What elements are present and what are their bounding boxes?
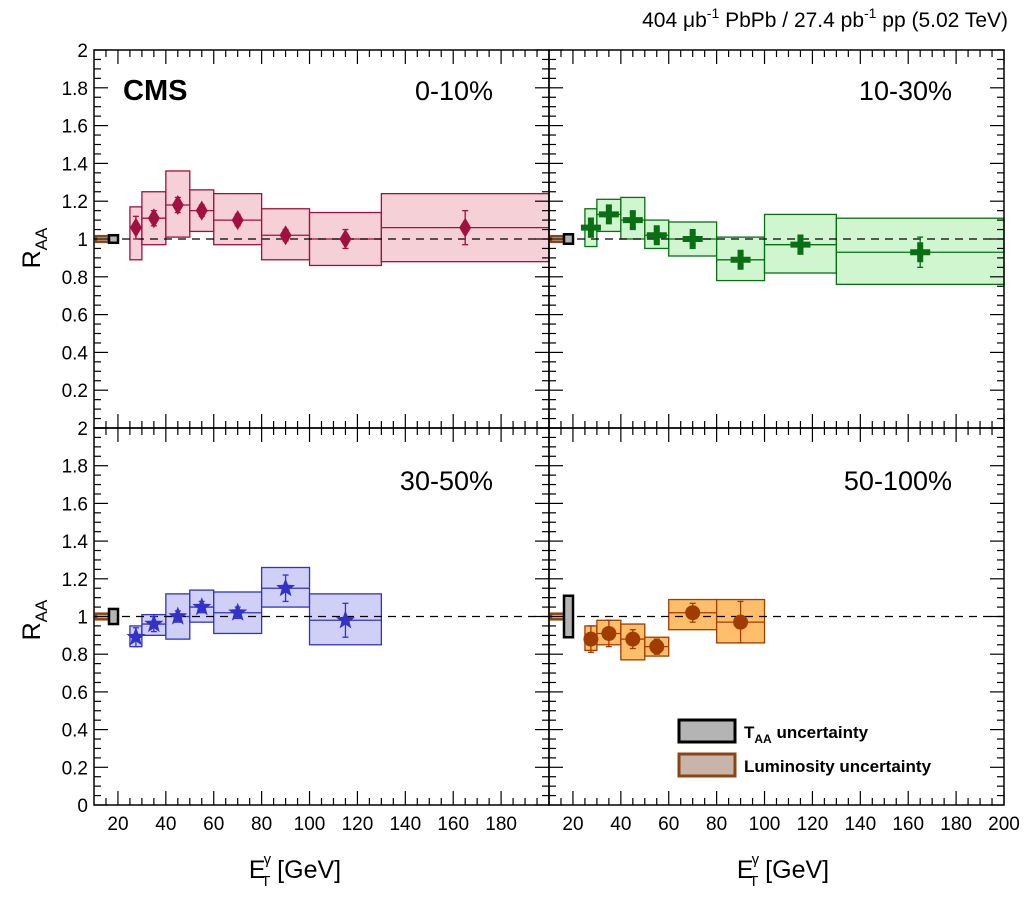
y-tick-label: 0.6 — [62, 683, 88, 704]
centrality-label: 30-50% — [400, 466, 493, 496]
y-tick-label: 1.2 — [62, 192, 88, 213]
y-tick-label: 1 — [77, 608, 88, 629]
data-point-cross — [646, 225, 667, 246]
y-tick-label: 0.2 — [62, 381, 88, 402]
data-point-diamond — [231, 210, 244, 231]
data-point-star — [126, 627, 146, 646]
panels-layer: 0-10% 10-30% 30-50% 50-100% — [94, 76, 1005, 661]
y-tick-label: 0.8 — [62, 645, 88, 666]
data-point-star — [335, 610, 355, 629]
data-point-cross — [910, 242, 931, 263]
data-point-cross — [682, 229, 703, 249]
data-point-cross — [730, 249, 751, 270]
data-point-star — [276, 578, 296, 597]
taa-band — [107, 607, 120, 626]
panel-0-10pct: 0-10% — [94, 76, 550, 267]
data-point-diamond — [147, 208, 160, 229]
centrality-label: 0-10% — [415, 76, 493, 106]
data-point-cross — [622, 210, 643, 231]
data-point-star — [168, 606, 188, 625]
x-tick-label: 60 — [658, 814, 679, 835]
data-point-circle — [685, 605, 701, 621]
experiment-label: CMS — [123, 75, 187, 107]
legend-luminosity-swatch — [677, 752, 737, 778]
y-tick-label: 0.6 — [62, 306, 88, 327]
panel-10-30pct: 10-30% — [549, 76, 1005, 286]
ticks-layer: 0.20.40.60.811.21.41.61.8200.20.40.60.81… — [62, 41, 1020, 835]
y-tick-label: 0.4 — [62, 721, 89, 742]
data-point-diamond — [339, 229, 352, 249]
y-tick-label: 1 — [77, 230, 88, 251]
taa-band — [562, 233, 575, 245]
x-tick-label: 200 — [988, 814, 1020, 835]
x-tick-label: 140 — [844, 814, 876, 835]
x-axis-label-right: Eγ T [GeV] — [737, 851, 829, 890]
x-tick-label: 160 — [892, 814, 924, 835]
y-tick-label: 1.8 — [62, 457, 88, 478]
y-axis-label-top: RAA — [18, 227, 51, 268]
y-tick-label: 2 — [77, 419, 88, 440]
data-point-circle — [601, 625, 617, 641]
x-tick-label: 80 — [251, 814, 272, 835]
y-tick-label: 1.2 — [62, 570, 88, 591]
y-tick-label: 0.2 — [62, 758, 88, 779]
panel-30-50pct: 30-50% — [94, 466, 549, 648]
x-tick-label: 20 — [107, 814, 128, 835]
data-point-cross — [790, 234, 811, 255]
x-tick-label: 100 — [749, 814, 781, 835]
panel-50-100pct: 50-100% — [549, 466, 1004, 661]
y-tick-label: 1.4 — [62, 532, 89, 553]
y-tick-label: 0 — [77, 796, 88, 817]
x-tick-label: 180 — [940, 814, 972, 835]
y-axis-label-bottom: RAA — [18, 599, 51, 640]
data-point-diamond — [195, 200, 208, 221]
data-point-diamond — [171, 194, 184, 215]
data-point-cross — [598, 204, 619, 225]
legend-taa-swatch — [677, 718, 737, 744]
y-tick-label: 1.8 — [62, 79, 88, 100]
x-tick-label: 120 — [342, 814, 374, 835]
legend-taa-label: TAA uncertainty — [744, 723, 869, 746]
x-tick-label: 40 — [155, 814, 176, 835]
data-point-diamond — [129, 217, 142, 238]
x-tick-label: 20 — [562, 814, 583, 835]
y-tick-label: 1.4 — [62, 154, 89, 175]
data-point-cross — [580, 217, 601, 238]
legend-luminosity-label: Luminosity uncertainty — [744, 757, 932, 776]
data-point-diamond — [459, 217, 472, 238]
centrality-label: 10-30% — [859, 76, 952, 106]
y-tick-label: 2 — [77, 41, 88, 62]
centrality-label: 50-100% — [844, 466, 952, 496]
x-axis-label-left: Eγ T [GeV] — [249, 851, 341, 890]
data-point-circle — [733, 614, 749, 630]
data-point-circle — [583, 631, 599, 647]
data-point-circle — [625, 631, 641, 647]
y-tick-label: 1.6 — [62, 117, 88, 138]
x-tick-label: 120 — [797, 814, 829, 835]
taa-band — [107, 233, 120, 245]
header-luminosity: 404 μb-1 PbPb / 27.4 pb-1 pp (5.02 TeV) — [642, 5, 1008, 32]
x-tick-label: 80 — [706, 814, 727, 835]
data-point-diamond — [279, 225, 292, 246]
taa-band — [562, 594, 575, 639]
x-tick-label: 40 — [610, 814, 631, 835]
x-tick-label: 140 — [389, 814, 421, 835]
data-point-circle — [649, 639, 665, 655]
y-tick-label: 1.6 — [62, 494, 88, 515]
y-tick-label: 0.8 — [62, 268, 88, 289]
x-tick-label: 100 — [294, 814, 326, 835]
y-tick-label: 0.4 — [62, 343, 89, 364]
data-point-star — [192, 597, 212, 616]
x-tick-label: 180 — [485, 814, 517, 835]
data-point-star — [144, 614, 164, 633]
x-tick-label: 60 — [203, 814, 224, 835]
x-tick-label: 160 — [437, 814, 469, 835]
legend: TAA uncertainty Luminosity uncertainty — [677, 718, 932, 778]
data-point-star — [228, 602, 248, 621]
